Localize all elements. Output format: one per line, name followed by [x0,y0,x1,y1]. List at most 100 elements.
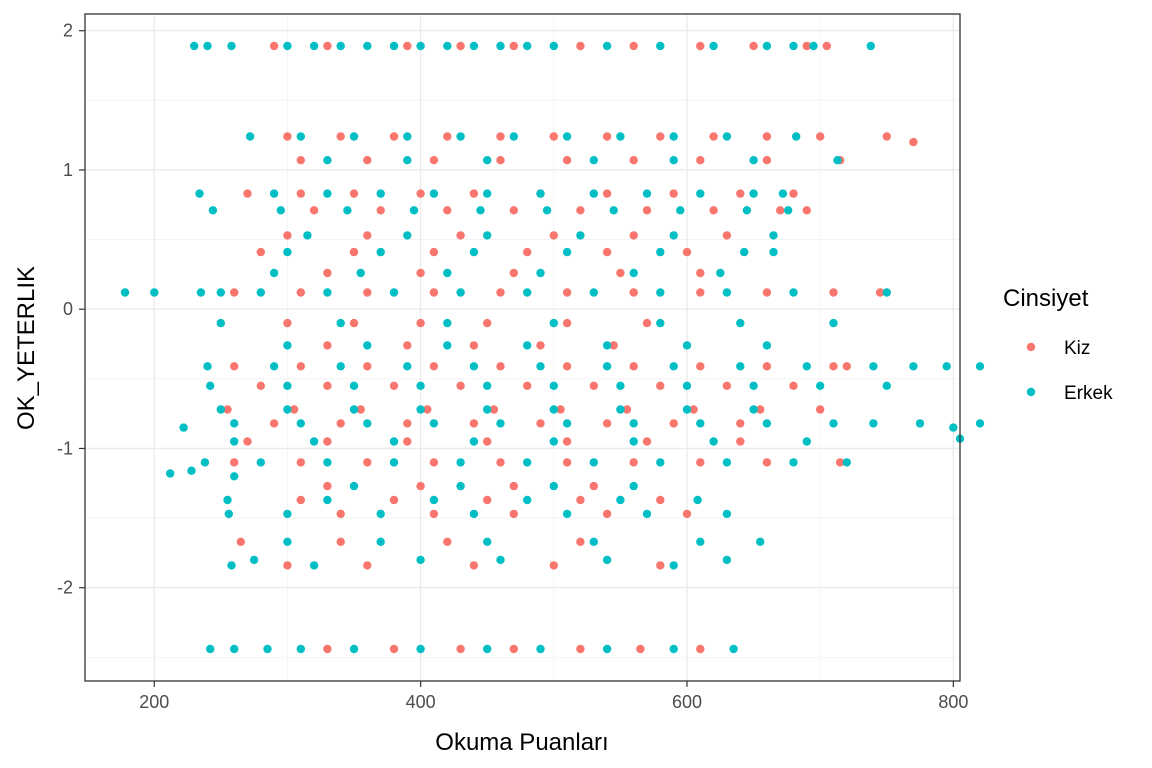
data-point-erkek [882,381,891,390]
data-point-erkek [616,132,625,141]
data-point-erkek [656,41,665,51]
data-point-erkek [256,288,265,297]
data-point-kiz [323,481,332,491]
data-point-kiz [576,644,585,654]
data-point-kiz [802,206,811,215]
data-point-kiz [789,189,798,198]
data-point-erkek [296,132,305,141]
data-point-erkek [789,288,798,297]
data-point-erkek [829,419,838,428]
data-point-erkek [549,381,558,390]
data-point-kiz [323,341,332,350]
data-point-kiz [829,362,838,371]
data-point-erkek [483,405,492,414]
data-point-erkek [616,381,625,390]
grid-minor [85,14,960,681]
data-point-erkek [309,437,319,446]
data-point-erkek [562,132,572,141]
data-point-kiz [829,288,838,297]
data-point-kiz [762,156,772,165]
data-point-kiz [749,41,758,51]
data-point-kiz [363,231,372,240]
data-point-erkek [349,132,359,141]
data-point-erkek [589,288,598,297]
data-point-kiz [429,362,439,371]
data-point-kiz [336,509,345,519]
data-point-erkek [523,458,532,467]
data-point-kiz [622,405,632,414]
data-point-kiz [336,537,345,546]
data-point-kiz [469,189,479,198]
data-point-erkek [769,247,778,257]
data-point-kiz [496,458,505,467]
data-point-erkek [363,419,372,428]
data-point-erkek [562,509,572,519]
data-point-erkek [669,156,678,165]
data-point-erkek [629,268,638,278]
data-point-erkek [256,458,265,467]
data-point-erkek [656,288,665,297]
data-point-erkek [866,41,875,51]
data-point-erkek [729,644,738,654]
data-point-erkek [376,189,385,198]
data-point-kiz [296,362,305,371]
data-point-kiz [656,561,665,570]
data-point-kiz [762,132,772,141]
data-point-kiz [669,419,678,428]
data-point-kiz [429,458,439,467]
data-point-erkek [283,537,292,546]
data-point-erkek [656,318,665,328]
data-point-kiz [762,288,772,297]
data-point-erkek [523,341,532,350]
legend-key-erkek [1026,387,1036,397]
data-point-erkek [616,495,625,505]
data-point-kiz [576,41,585,51]
data-point-erkek [656,247,665,257]
data-point-erkek [443,341,452,350]
data-point-kiz [389,381,399,390]
data-point-erkek [602,362,612,371]
data-point-kiz [230,288,239,297]
legend-key-kiz [1026,342,1036,352]
data-point-erkek [549,318,558,328]
data-point-kiz [602,189,612,198]
data-point-erkek [476,206,485,215]
data-point-kiz [523,381,532,390]
data-point-kiz [509,41,518,51]
data-point-kiz [496,132,505,141]
data-point-erkek [736,362,745,371]
data-point-erkek [722,458,732,467]
data-point-erkek [195,189,204,198]
data-point-kiz [356,405,365,414]
data-point-erkek [230,419,239,428]
data-point-erkek [542,206,552,215]
data-point-erkek [208,206,218,215]
data-point-kiz [696,644,705,654]
data-point-kiz [363,362,372,371]
data-point-kiz [456,644,465,654]
data-point-kiz [296,189,305,198]
data-point-erkek [789,458,798,467]
data-point-erkek [629,419,638,428]
data-point-erkek [483,644,492,654]
data-point-kiz [403,437,412,446]
data-point-erkek [669,132,678,141]
data-point-erkek [629,481,638,491]
data-point-erkek [762,341,772,350]
data-point-erkek [709,437,718,446]
data-point-kiz [403,41,412,51]
data-point-kiz [629,288,638,297]
data-point-erkek [536,644,545,654]
data-point-kiz [802,41,811,51]
data-point-kiz [296,495,305,505]
data-point-kiz [709,206,718,215]
data-point-erkek [749,156,758,165]
data-point-kiz [243,189,252,198]
data-point-erkek [245,132,255,141]
data-point-kiz [403,341,412,350]
data-point-erkek [483,537,492,546]
x-axis-ticks: 200 400 600 800 [139,681,968,712]
series-kiz [223,41,918,654]
data-point-erkek [227,41,236,51]
